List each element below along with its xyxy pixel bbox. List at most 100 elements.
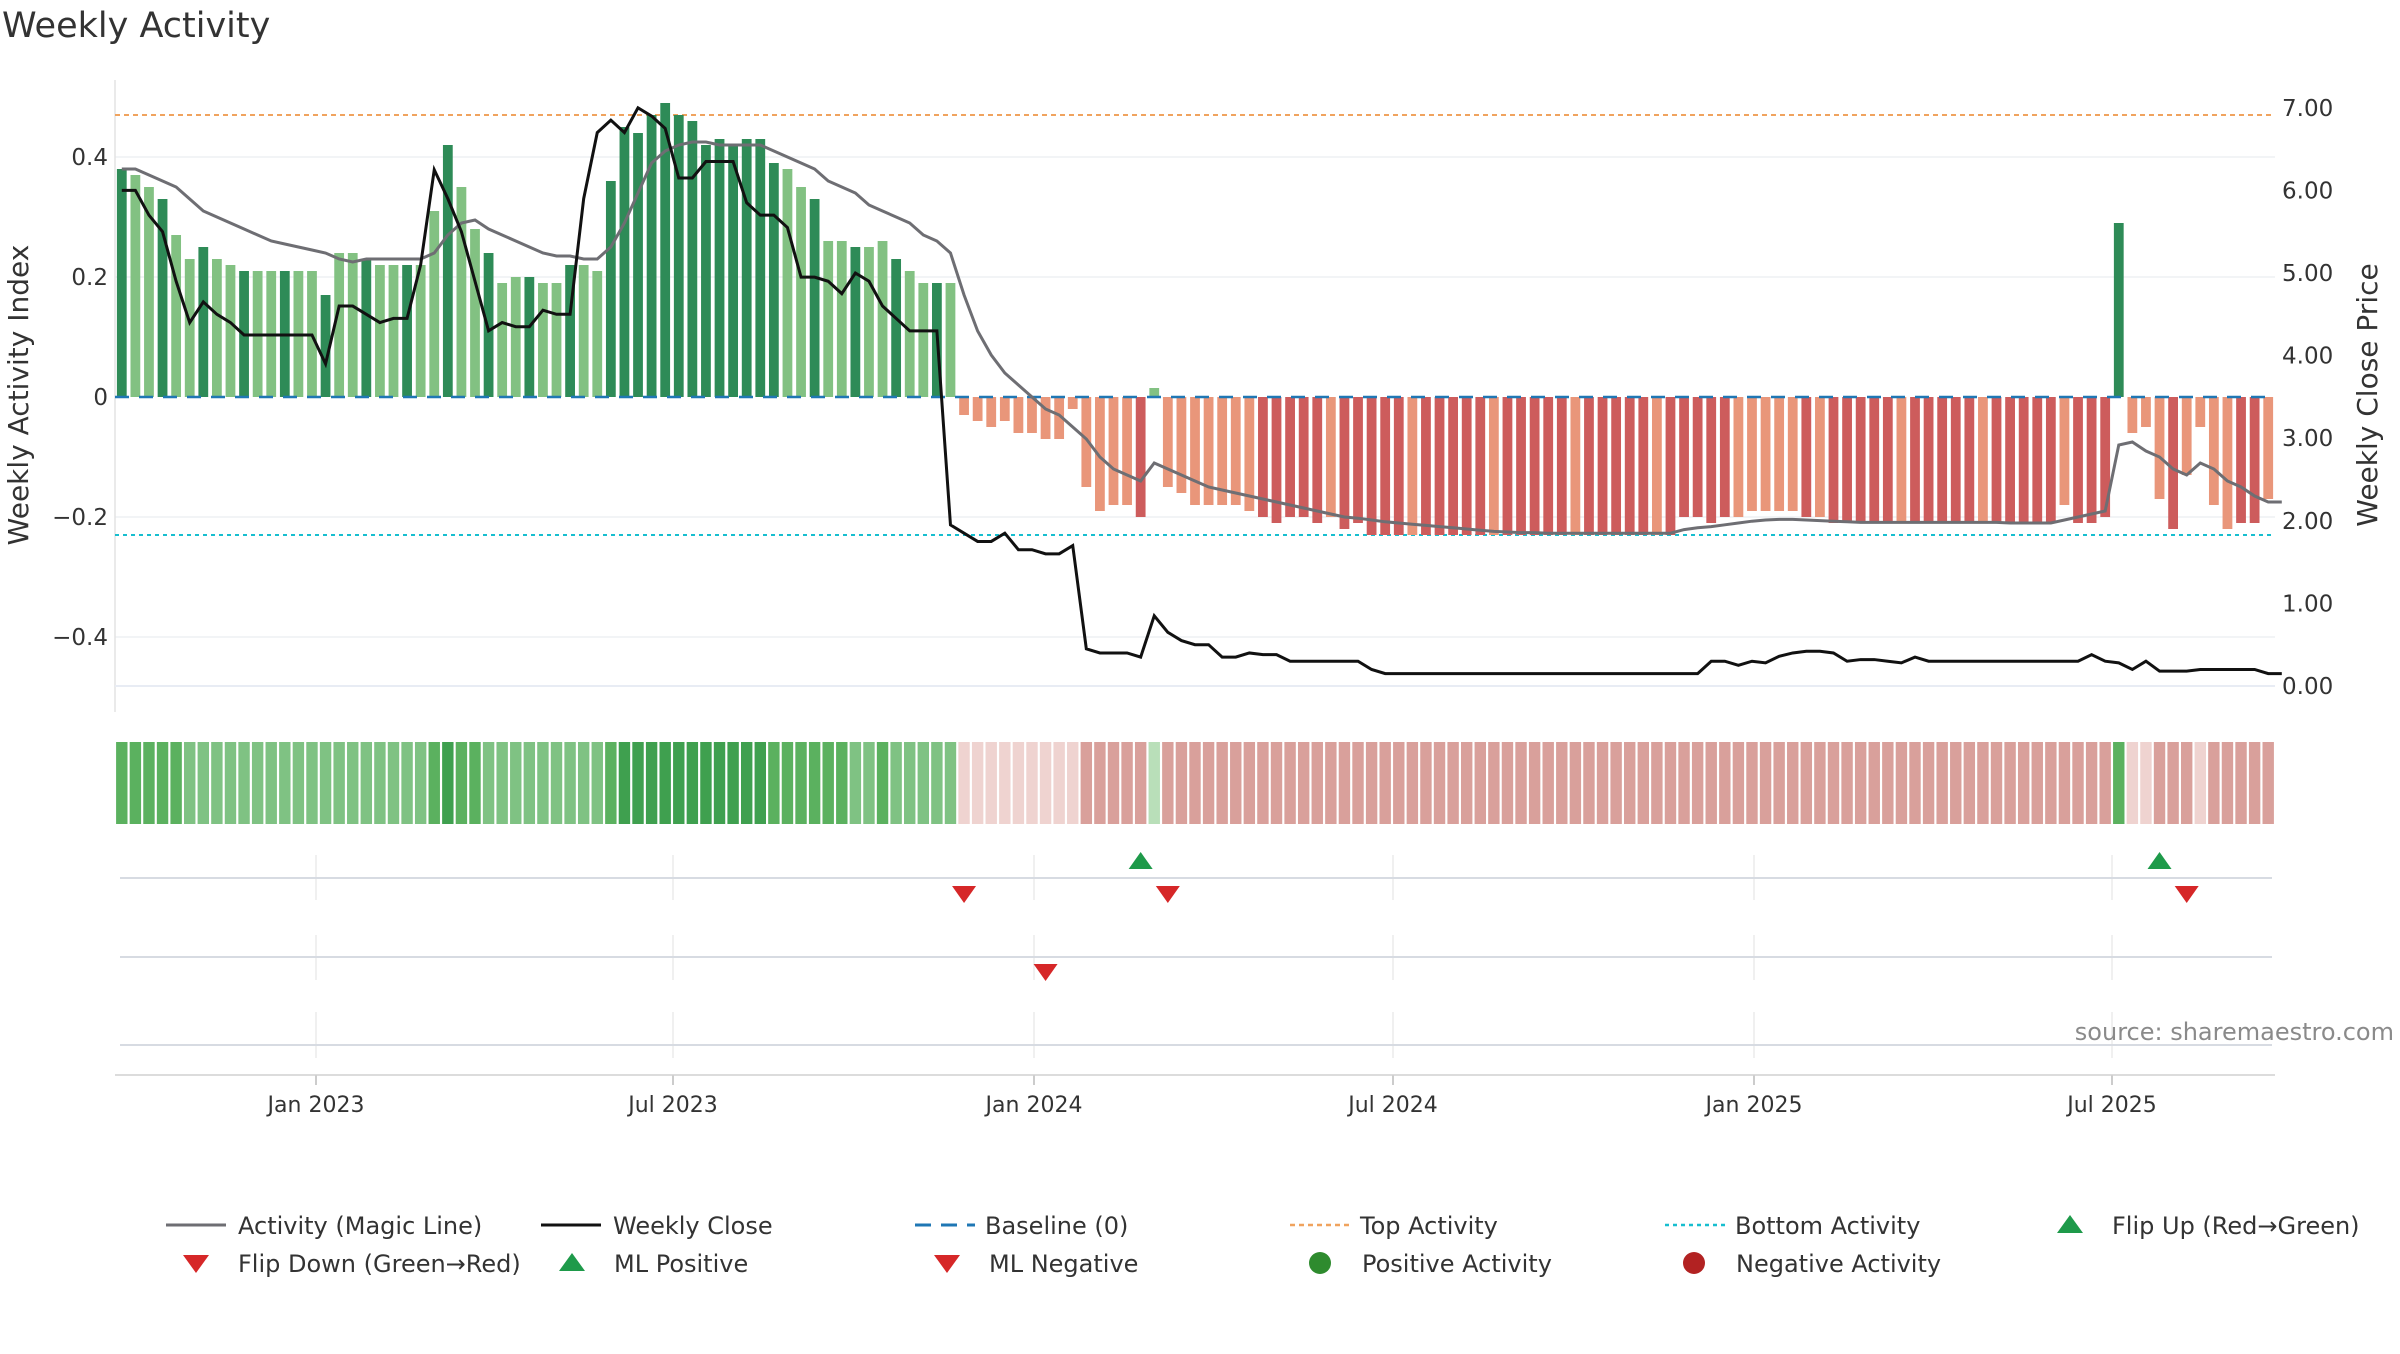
activity-strip-cell [2126, 742, 2139, 824]
activity-strip-cell [1814, 742, 1826, 824]
activity-bar [198, 247, 209, 397]
activity-bar [1122, 397, 1132, 505]
activity-bar [1461, 397, 1472, 535]
activity-strip-cell [2085, 742, 2098, 824]
legend-swatch [1309, 1252, 1331, 1274]
activity-bar [1421, 397, 1431, 535]
activity-strip-cell [1651, 742, 1663, 824]
activity-bar [918, 283, 929, 397]
activity-strip-cell [360, 742, 373, 824]
activity-strip-cell [754, 742, 766, 824]
activity-strip-cell [1950, 742, 1962, 824]
activity-bar [1651, 397, 1662, 535]
activity-bar [2141, 397, 2151, 427]
activity-strip-cell [1719, 742, 1731, 824]
activity-strip-cell [1134, 742, 1147, 824]
activity-bar [1312, 397, 1323, 523]
activity-bar [470, 229, 480, 397]
activity-bar [1991, 397, 2002, 523]
activity-strip-cell [1542, 742, 1554, 824]
x-tick-label: Jan 2023 [266, 1093, 365, 1118]
source-label: source: sharemaestro.com [2074, 1018, 2394, 1046]
activity-bar [157, 199, 168, 397]
activity-strip-cell [129, 742, 142, 824]
activity-strip-cell [1882, 742, 1894, 824]
activity-strip-cell [537, 742, 549, 824]
activity-strip-cell [2017, 742, 2030, 824]
flip-up-marker [2147, 852, 2172, 869]
activity-strip-cell [1216, 742, 1228, 824]
activity-strip-cell [632, 742, 644, 824]
activity-bar [456, 187, 467, 397]
activity-strip-cell [2113, 742, 2125, 824]
activity-strip-cell [1773, 742, 1785, 824]
activity-strip-cell [2045, 742, 2057, 824]
activity-strip-cell [1977, 742, 1989, 824]
activity-bar [1190, 397, 1200, 505]
activity-strip-cell [849, 742, 862, 824]
activity-bar [714, 139, 725, 397]
activity-bar [1135, 397, 1146, 517]
activity-bar [1271, 397, 1282, 523]
legend-label: Flip Down (Green→Red) [238, 1250, 521, 1278]
activity-strip-cell [700, 742, 712, 824]
activity-strip-cell [1094, 742, 1106, 824]
activity-strip-cell [1787, 742, 1799, 824]
activity-bar [945, 283, 956, 397]
activity-bar [796, 187, 806, 397]
activity-strip-cell [1746, 742, 1758, 824]
activity-strip-cell [523, 742, 536, 824]
activity-strip-cell [1284, 742, 1296, 824]
activity-bar [1543, 397, 1554, 535]
activity-strip-cell [605, 742, 617, 824]
activity-bar [1570, 397, 1581, 535]
activity-strip-cell [1202, 742, 1215, 824]
activity-strip-cell [1922, 742, 1935, 824]
x-tick-label: Jul 2023 [626, 1093, 718, 1118]
y-tick-label: 0.2 [71, 265, 108, 291]
activity-bar [1624, 397, 1635, 535]
activity-strip-cell [428, 742, 440, 824]
activity-strip-cell [808, 742, 821, 824]
chart-title: Weekly Activity [2, 6, 271, 46]
activity-bar [483, 253, 494, 397]
activity-bar [2195, 397, 2206, 427]
y2-tick-label: 6.00 [2282, 178, 2333, 204]
activity-strip-cell [2248, 742, 2261, 824]
activity-strip-cell [184, 742, 196, 824]
x-tick-label: Jan 2025 [1704, 1093, 1803, 1118]
activity-bar [972, 397, 983, 421]
activity-strip-cell [713, 742, 726, 824]
activity-bar [497, 283, 508, 397]
activity-strip-cell [306, 742, 318, 824]
activity-bar [999, 397, 1010, 421]
activity-bar [809, 199, 820, 397]
y2-tick-label: 0.00 [2282, 674, 2333, 700]
activity-bar [1923, 397, 1934, 523]
legend-label: Bottom Activity [1735, 1212, 1920, 1240]
activity-strip-cell [333, 742, 345, 824]
activity-bar [633, 133, 643, 397]
activity-strip-cell [442, 742, 454, 824]
activity-strip-cell [659, 742, 671, 824]
activity-bar [415, 265, 426, 397]
y-tick-label: −0.4 [52, 625, 108, 651]
flip-down-marker [1155, 886, 1180, 903]
y2-tick-label: 5.00 [2282, 261, 2333, 287]
activity-bar [1855, 397, 1866, 523]
activity-strip-cell [170, 742, 182, 824]
activity-strip-cell [1325, 742, 1337, 824]
activity-bar [1434, 397, 1445, 535]
activity-bar [1733, 397, 1744, 517]
activity-bar [1584, 397, 1594, 535]
x-tick-label: Jul 2024 [1346, 1093, 1438, 1118]
activity-strip-cell [740, 742, 753, 824]
legend-label: Positive Activity [1362, 1250, 1552, 1278]
magic-line [121, 140, 2282, 535]
activity-bar [1176, 397, 1187, 493]
activity-strip-cell [1664, 742, 1677, 824]
activity-bar [2113, 223, 2124, 397]
activity-bar [1828, 397, 1839, 523]
activity-strip-cell [822, 742, 834, 824]
activity-strip-cell [550, 742, 563, 824]
